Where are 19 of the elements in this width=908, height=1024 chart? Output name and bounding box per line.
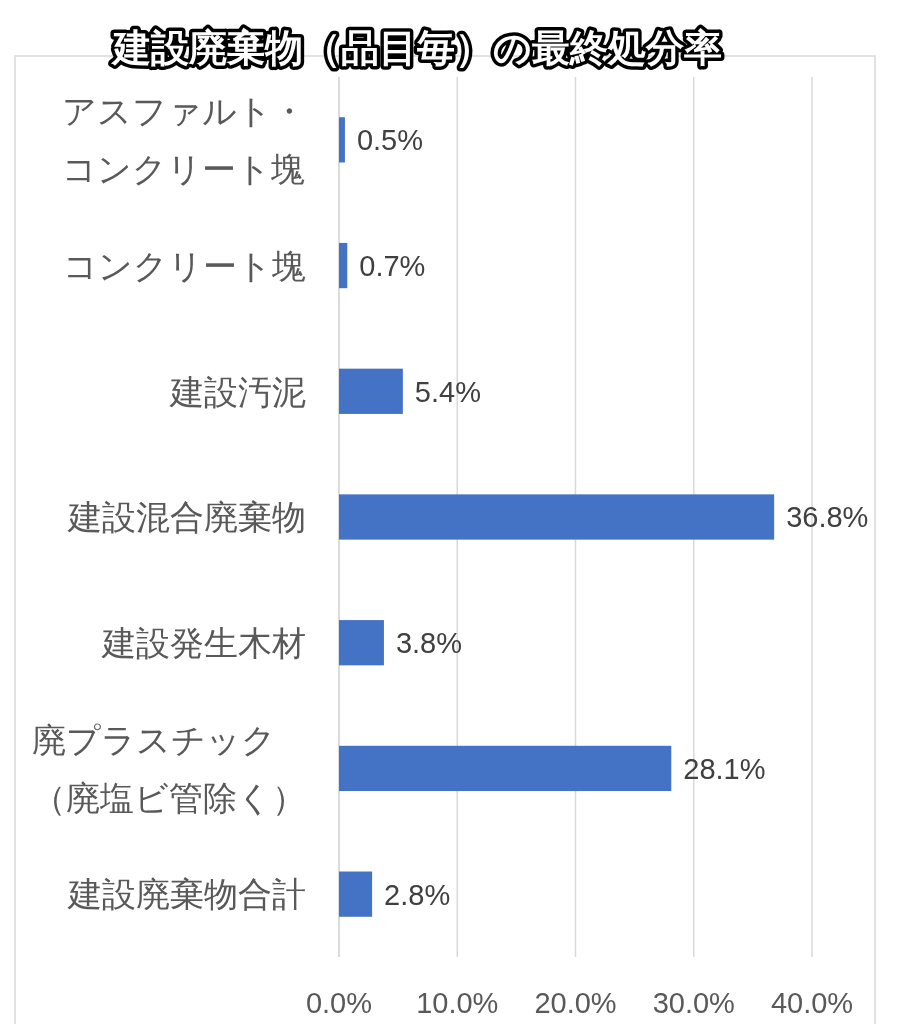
category-label: 建設発生木材 xyxy=(102,622,306,663)
value-label: 5.4% xyxy=(414,375,481,408)
value-label: 28.1% xyxy=(683,752,766,785)
category-label: 建設廃棄物合計 xyxy=(68,874,306,915)
value-label: 2.8% xyxy=(384,878,451,911)
tick-label: 10.0% xyxy=(416,987,499,1019)
tick-label: 20.0% xyxy=(534,987,617,1019)
category-label: 廃プラスチック（廃塩ビ管除く） xyxy=(32,719,306,818)
value-label: 36.8% xyxy=(786,501,869,534)
tick-label: 30.0% xyxy=(652,987,735,1019)
category-label: コンクリート塊 xyxy=(63,245,306,286)
value-label: 0.7% xyxy=(359,250,426,282)
category-label: 建設汚泥 xyxy=(170,371,306,412)
category-label: 建設混合廃棄物 xyxy=(68,497,306,538)
value-label: 0.5% xyxy=(356,124,423,157)
tick-label: 40.0% xyxy=(770,987,854,1019)
value-label: 3.8% xyxy=(395,627,463,660)
tick-label: 0.0% xyxy=(305,987,373,1019)
category-label: アスファルト・コンクリート塊 xyxy=(62,91,306,190)
